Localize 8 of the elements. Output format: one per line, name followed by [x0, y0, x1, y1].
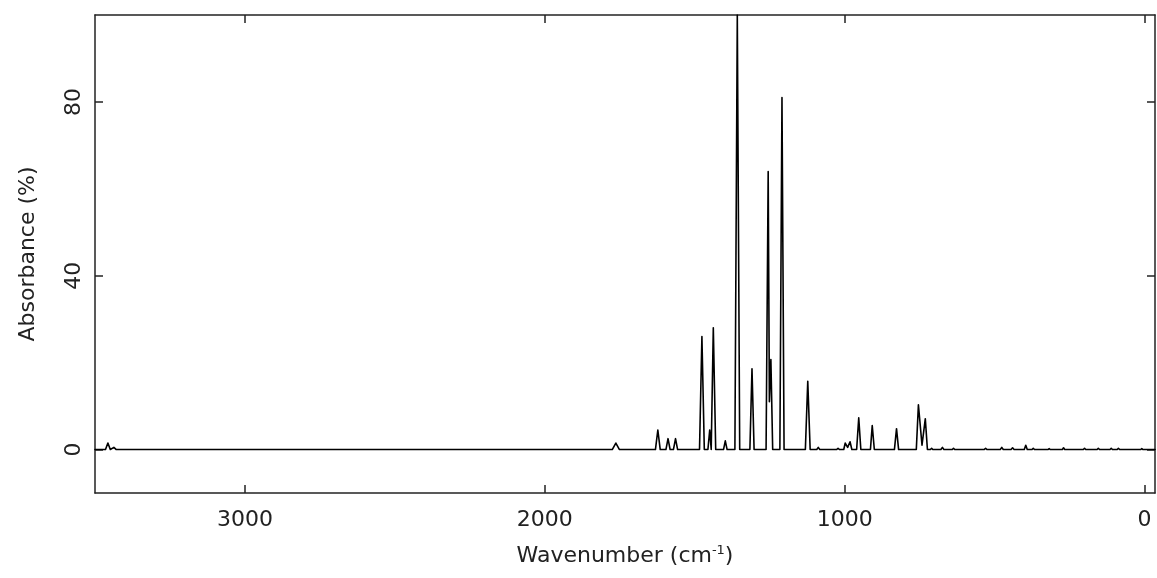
- y-axis-title: Absorbance (%): [13, 166, 39, 342]
- y-tick-label: 0: [59, 442, 85, 457]
- x-tick-label: 2000: [516, 505, 573, 531]
- x-tick-label: 3000: [216, 505, 273, 531]
- y-tick-label: 80: [59, 87, 85, 116]
- x-tick-label: 1000: [816, 505, 873, 531]
- y-tick-label: 40: [59, 261, 85, 290]
- x-tick-label: 0: [1137, 505, 1152, 531]
